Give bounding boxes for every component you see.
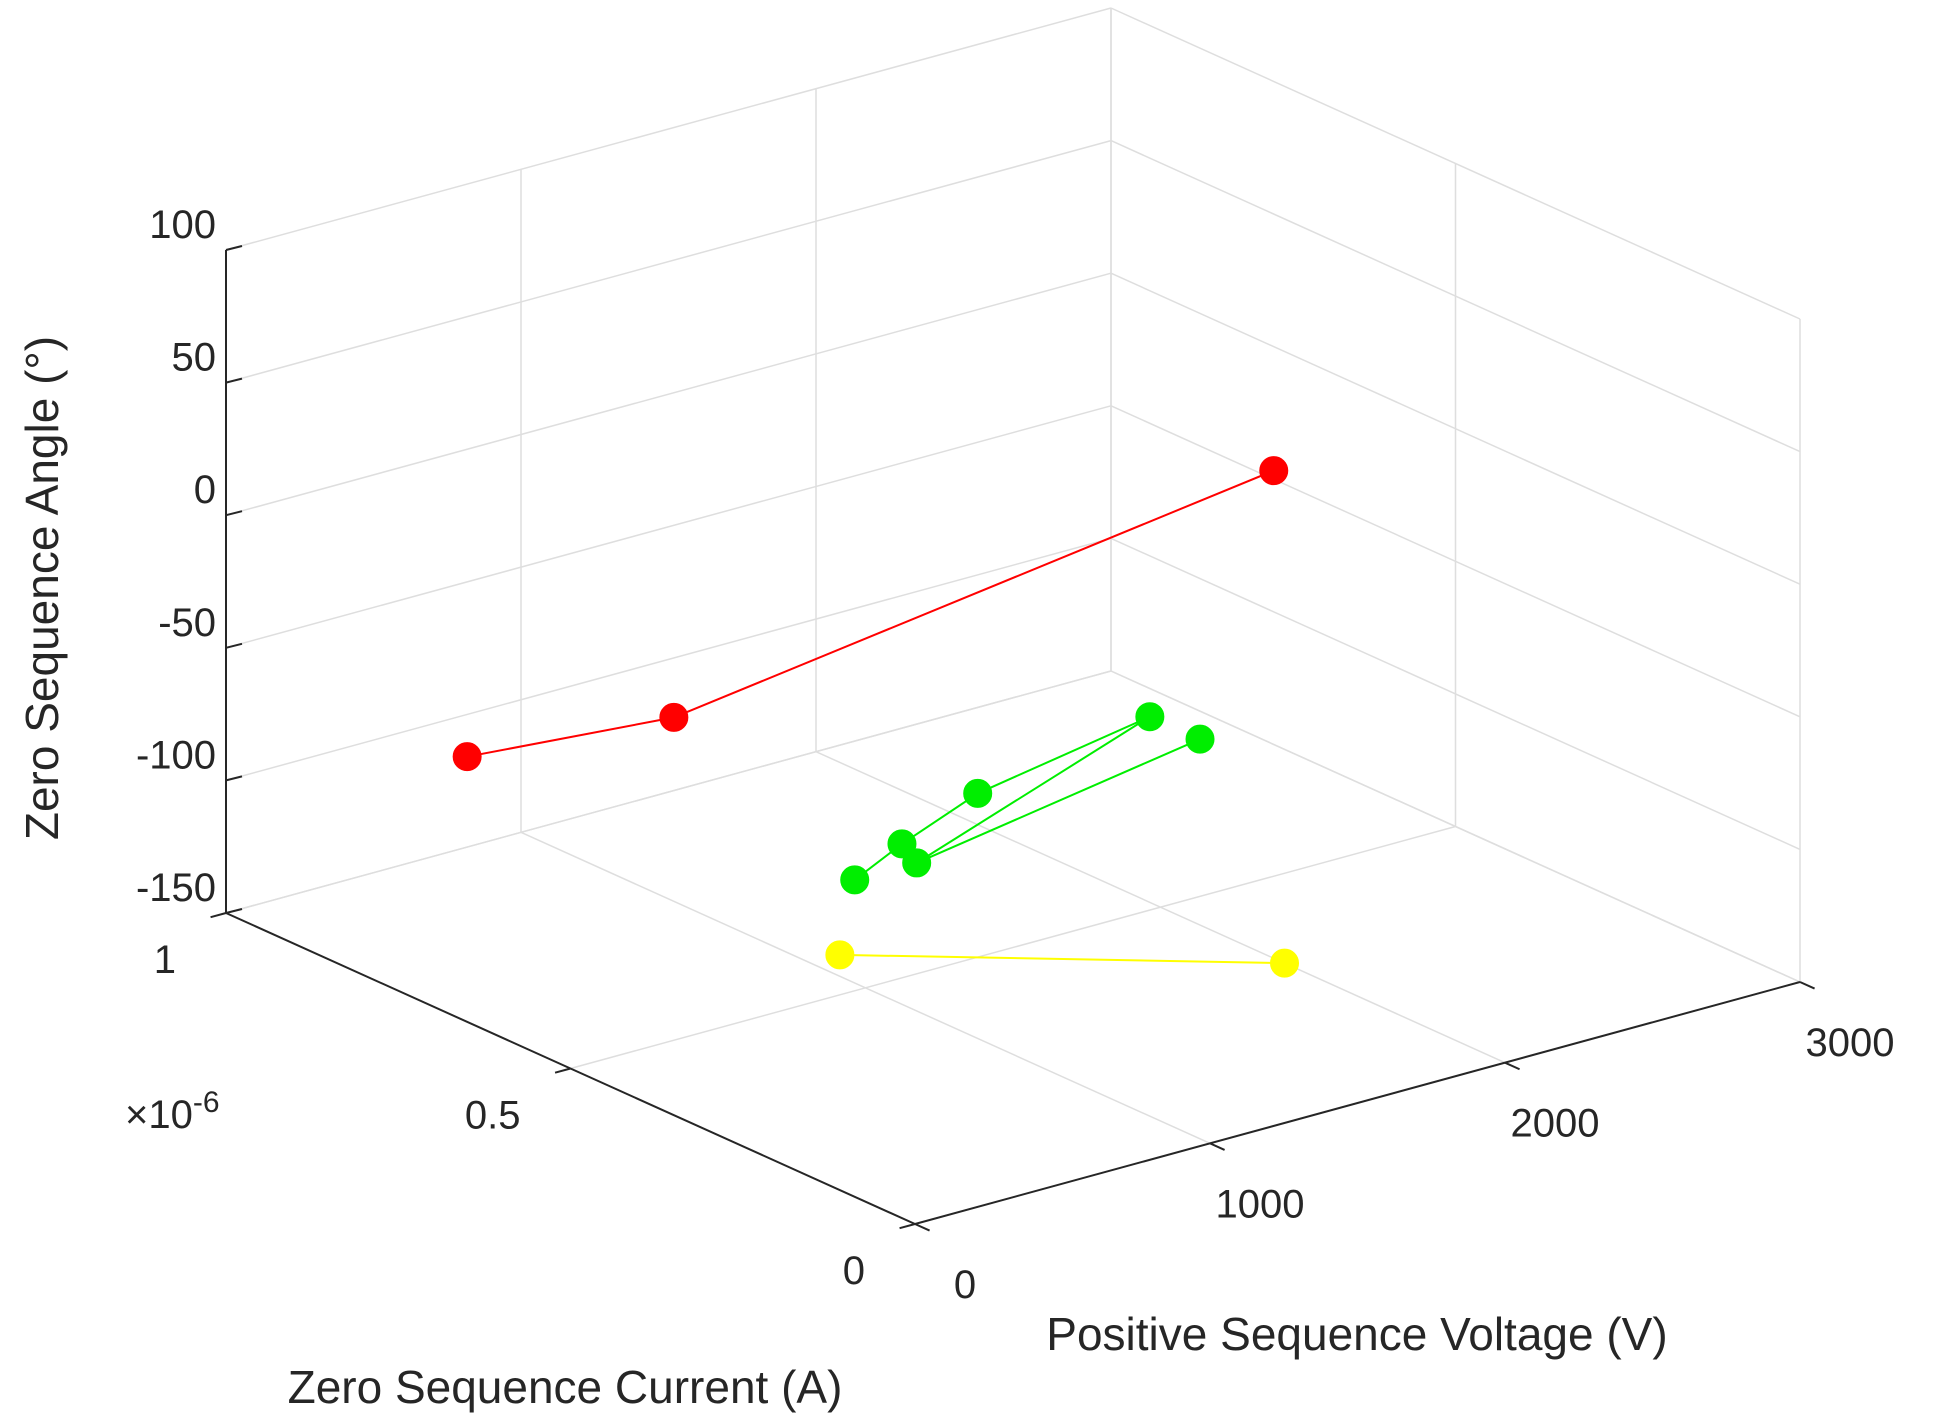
x-tick (1799, 981, 1815, 990)
y-axis-exponent-power: -6 (193, 1086, 220, 1119)
data-layer (452, 456, 1300, 978)
grid-line-side-z (1110, 405, 1801, 718)
x-tick-label: 2000 (1511, 1102, 1600, 1146)
z-tick-label: 50 (172, 336, 217, 380)
series-2-point (1270, 948, 1300, 978)
series-2-line (839, 953, 1285, 965)
y-axis-title: Zero Sequence Current (A) (288, 1361, 843, 1413)
x-axis-title: Positive Sequence Voltage (V) (1046, 1308, 1667, 1360)
series-0-point (659, 702, 689, 732)
series-1-point (1135, 702, 1165, 732)
y-tick-label: 0 (843, 1249, 865, 1293)
grid-line-side-z (1110, 7, 1801, 320)
grid-line-back-z (225, 139, 1112, 384)
series-1-point (902, 848, 932, 878)
z-tick (225, 642, 243, 649)
grid-line-back-z (225, 7, 1112, 251)
z-tick-label: -150 (136, 866, 216, 910)
y-axis-exponent: ×10-6 (125, 1086, 220, 1137)
y-tick-label: 1 (154, 938, 176, 982)
grid-line-side-z (1110, 139, 1801, 453)
z-tick (225, 775, 243, 782)
x-tick-label: 0 (954, 1263, 976, 1307)
z-tick-label: -50 (158, 601, 216, 645)
x-tick (914, 1223, 930, 1232)
x-tick-label: 1000 (1216, 1182, 1305, 1226)
z-tick (225, 908, 243, 914)
y-tick (899, 1223, 916, 1230)
axes-layer: 0 1000 2000 3000 0 0.5 1 -150 -100 -50 0 50 100 (136, 203, 1895, 1307)
z-tick (225, 510, 243, 517)
x-tick (1209, 1142, 1225, 1151)
series-0-point (1259, 456, 1289, 486)
y-axis-exponent-base: ×10 (125, 1093, 193, 1137)
z-axis-title: Zero Sequence Angle (°) (16, 336, 68, 840)
x-tick-label: 3000 (1806, 1021, 1895, 1065)
y-tick (210, 912, 227, 919)
grid-line-back-z (225, 537, 1112, 782)
y-tick (554, 1067, 571, 1074)
grid-line-floor-y (570, 825, 1456, 1070)
z-tick-label: 100 (149, 203, 216, 247)
series-1-point (840, 865, 870, 895)
z-tick (225, 245, 243, 251)
z-tick (225, 377, 243, 384)
x-axis-line (914, 981, 1801, 1225)
grid-line-back-z (225, 670, 1112, 914)
series-1-point (963, 778, 993, 808)
grid-line-side-z (1110, 272, 1801, 585)
grid-line-side-z (1110, 670, 1801, 983)
z-tick-label: 0 (194, 468, 216, 512)
y-tick-label: 0.5 (465, 1094, 521, 1138)
series-0-point (452, 742, 482, 772)
grid-line-side-z (1110, 537, 1801, 851)
grid-line-back-z (225, 405, 1112, 649)
z-tick-label: -100 (136, 733, 216, 777)
grid-layer (225, 7, 1801, 1225)
x-tick (1504, 1061, 1520, 1071)
series-2-point (825, 940, 855, 970)
label-layer: Positive Sequence Voltage (V) Zero Seque… (16, 336, 1668, 1413)
grid-line-back-z (225, 272, 1112, 516)
series-1-point (1185, 724, 1215, 754)
